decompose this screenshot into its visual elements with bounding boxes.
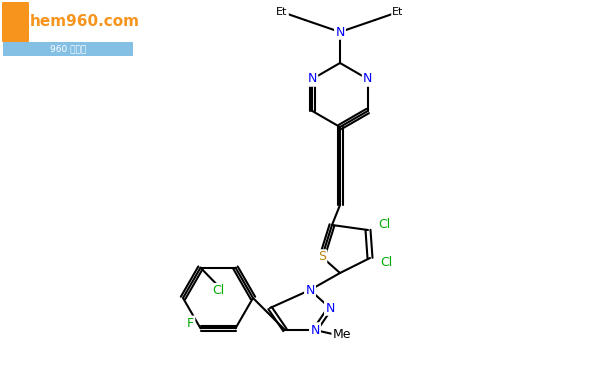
Text: Me: Me <box>333 328 352 342</box>
Text: Et: Et <box>392 7 404 17</box>
Text: N: N <box>306 284 315 297</box>
FancyBboxPatch shape <box>2 2 29 42</box>
FancyBboxPatch shape <box>3 42 133 56</box>
Text: Cl: Cl <box>380 256 392 270</box>
FancyBboxPatch shape <box>0 0 134 59</box>
Text: F: F <box>187 317 194 330</box>
Text: S: S <box>318 251 326 264</box>
Text: 960 化工网: 960 化工网 <box>50 45 86 54</box>
Text: Cl: Cl <box>378 219 390 231</box>
Text: N: N <box>307 72 317 86</box>
Text: N: N <box>363 72 373 86</box>
Text: N: N <box>310 324 319 336</box>
Text: N: N <box>325 302 335 315</box>
Text: hem960.com: hem960.com <box>30 15 140 30</box>
Text: Et: Et <box>276 7 288 17</box>
Text: N: N <box>335 26 345 39</box>
Text: Cl: Cl <box>212 284 224 297</box>
